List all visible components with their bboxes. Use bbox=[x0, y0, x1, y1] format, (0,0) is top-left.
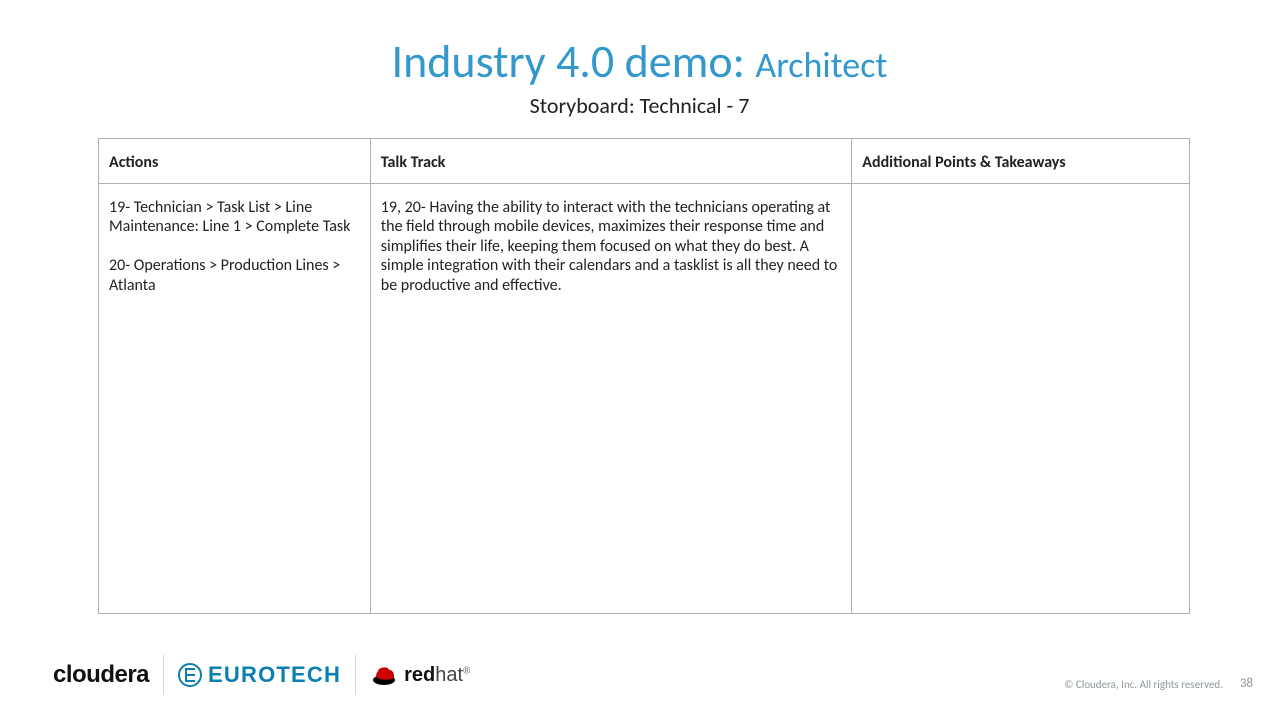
cell-actions-text: 19- Technician > Task List > Line Mainte… bbox=[109, 198, 360, 296]
title-block: Industry 4.0 demo: Architect bbox=[0, 34, 1279, 90]
eurotech-logo: EUROTECH bbox=[178, 662, 341, 688]
copyright: © Cloudera, Inc. All rights reserved. bbox=[1064, 678, 1223, 691]
cloudera-logo: cloudera bbox=[53, 661, 149, 689]
logo-divider bbox=[355, 655, 356, 695]
redhat-light: hat bbox=[435, 664, 463, 686]
table-header-row: Actions Talk Track Additional Points & T… bbox=[99, 139, 1190, 184]
slide: Industry 4.0 demo: Architect Storyboard:… bbox=[0, 0, 1279, 719]
cell-points bbox=[852, 183, 1190, 613]
cell-talk-track: 19, 20- Having the ability to interact w… bbox=[370, 183, 852, 613]
table-row: 19- Technician > Task List > Line Mainte… bbox=[99, 183, 1190, 613]
redhat-text: redhat® bbox=[404, 664, 470, 687]
eurotech-icon bbox=[178, 663, 202, 687]
subtitle: Storyboard: Technical - 7 bbox=[0, 92, 1279, 119]
cell-talk-track-text: 19, 20- Having the ability to interact w… bbox=[381, 198, 842, 296]
page-number: 38 bbox=[1240, 676, 1253, 691]
redhat-dot: ® bbox=[463, 665, 470, 676]
title-sub: Architect bbox=[755, 43, 887, 87]
col-header-actions: Actions bbox=[99, 139, 371, 184]
col-header-points: Additional Points & Takeaways bbox=[852, 139, 1190, 184]
eurotech-text: EUROTECH bbox=[208, 662, 341, 688]
logo-divider bbox=[163, 655, 164, 695]
cell-actions: 19- Technician > Task List > Line Mainte… bbox=[99, 183, 371, 613]
redhat-icon bbox=[370, 663, 400, 687]
redhat-logo: redhat® bbox=[370, 663, 470, 687]
storyboard-table: Actions Talk Track Additional Points & T… bbox=[98, 138, 1190, 614]
col-header-talk-track: Talk Track bbox=[370, 139, 852, 184]
footer-logos: cloudera EUROTECH redhat® bbox=[53, 655, 470, 695]
title-main: Industry 4.0 demo: bbox=[392, 34, 756, 90]
redhat-bold: red bbox=[404, 664, 435, 686]
